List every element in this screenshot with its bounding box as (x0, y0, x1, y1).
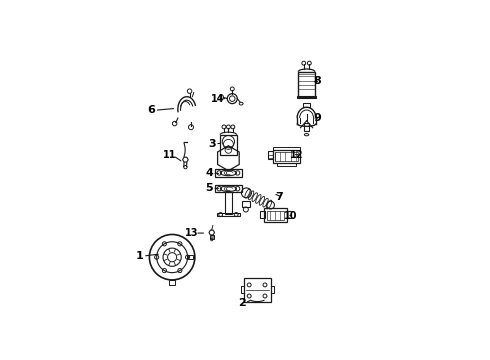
Text: 2: 2 (238, 298, 245, 308)
Text: 5: 5 (205, 184, 213, 193)
Bar (220, 135, 237, 156)
Bar (304, 123, 309, 131)
Text: 13: 13 (185, 228, 198, 238)
Bar (273, 147, 300, 150)
Bar (297, 96, 316, 98)
Bar (265, 208, 287, 222)
Bar (225, 192, 232, 214)
Text: 10: 10 (284, 211, 297, 221)
Bar (215, 169, 242, 176)
Bar (241, 286, 244, 293)
Bar (244, 278, 270, 302)
Text: 3: 3 (208, 139, 216, 149)
Bar (215, 185, 242, 192)
Bar (260, 211, 265, 218)
Bar (170, 280, 175, 285)
Bar (270, 286, 274, 293)
Bar (242, 201, 250, 207)
Bar (287, 211, 291, 218)
Text: 7: 7 (275, 192, 283, 202)
Bar (267, 211, 284, 220)
Bar (275, 152, 298, 161)
Text: 1: 1 (136, 251, 144, 261)
Text: 11: 11 (163, 150, 176, 161)
Text: 14: 14 (211, 94, 224, 104)
Bar (273, 150, 300, 163)
Text: 6: 6 (147, 105, 155, 115)
Text: 4: 4 (205, 168, 213, 179)
Bar (268, 151, 273, 159)
Bar (188, 255, 193, 260)
Bar (210, 235, 214, 239)
Bar (298, 72, 315, 97)
Text: 8: 8 (313, 76, 321, 86)
Bar (217, 212, 240, 216)
Bar (303, 103, 310, 107)
Text: 9: 9 (313, 113, 321, 123)
Bar (277, 163, 296, 166)
Text: 12: 12 (291, 150, 304, 159)
